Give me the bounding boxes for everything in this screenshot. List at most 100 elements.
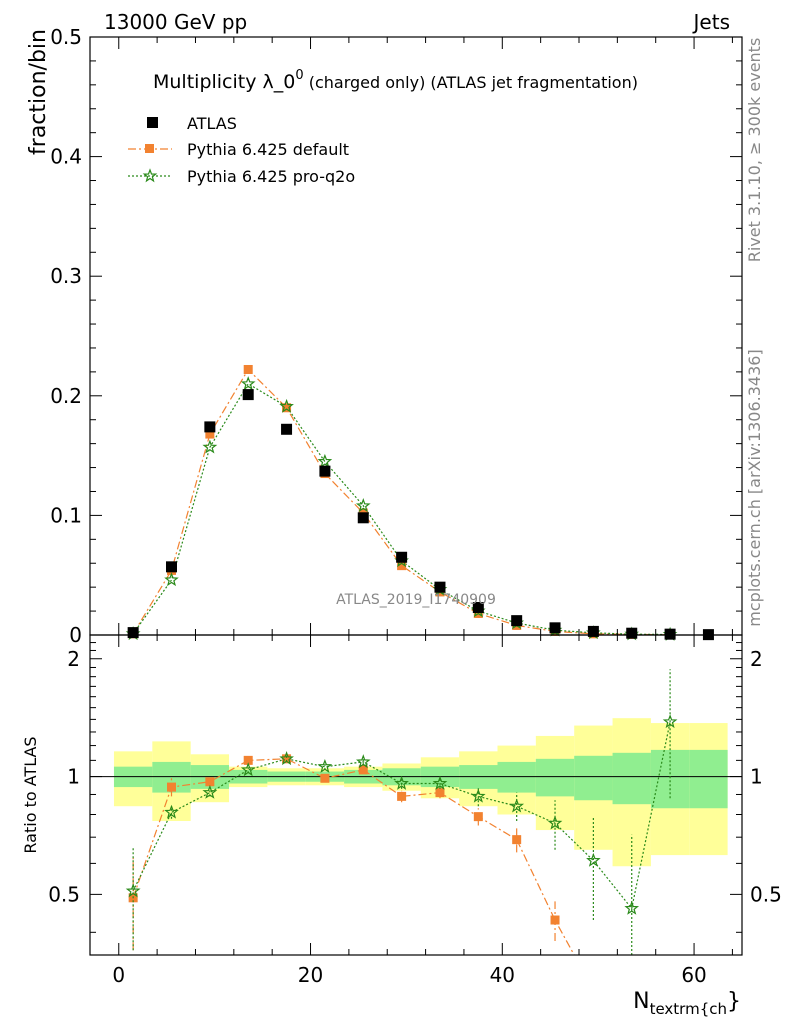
- default-ratio-point: [473, 812, 483, 822]
- ratio-y-tick-label: 2: [67, 647, 80, 671]
- proq2o-ratio-point: [355, 754, 371, 769]
- default-ratio-point: [243, 755, 253, 765]
- default-ratio-point: [205, 777, 215, 787]
- ratio-y-axis-label: Ratio to ATLAS: [21, 736, 40, 853]
- ratio-plot-marks: [125, 669, 678, 956]
- rivet-label: Rivet 3.1.10, ≥ 300k events: [745, 38, 764, 263]
- proq2o-data-point: [240, 376, 256, 391]
- main-x-ticks: [118, 37, 733, 635]
- main-y-tick-label: 0.1: [50, 503, 82, 527]
- main-y-tick-label: 0: [69, 623, 82, 647]
- inner-band-bin: [612, 752, 651, 805]
- atlas-data-point: [626, 627, 638, 639]
- proq2o-ratio-point: [317, 759, 333, 773]
- atlas-data-point: [242, 389, 254, 401]
- default-data-point: [205, 429, 215, 439]
- main-plot-marks: [125, 364, 714, 641]
- default-data-point: [243, 364, 253, 374]
- main-y-tick-label: 0.5: [50, 25, 82, 49]
- proq2o-series-line: [132, 382, 671, 636]
- ratio-y-tick-label: 1: [67, 765, 80, 789]
- default-ratio-point: [397, 791, 407, 801]
- proq2o-data-point: [355, 498, 371, 513]
- default-series-line: [132, 368, 671, 636]
- main-y-tick-label: 0.4: [50, 145, 82, 169]
- proq2o-ratio-point: [547, 815, 563, 830]
- atlas-data-point: [281, 423, 293, 435]
- atlas-data-point: [587, 625, 599, 637]
- legend-default-marker: [145, 144, 154, 153]
- default-ratio-point: [435, 788, 445, 798]
- atlas-data-point: [357, 512, 369, 524]
- ratio-y-tick-label: 0.5: [48, 882, 80, 906]
- inner-band-bin: [535, 758, 575, 797]
- legend-proq2o-marker: [142, 168, 158, 183]
- default-data-point: [397, 561, 407, 571]
- ratio-y-tick-label-right: 1: [750, 765, 763, 789]
- proq2o-data-point: [164, 572, 179, 587]
- inner-band-bin: [574, 755, 613, 801]
- proq2o-ratio-point: [662, 714, 678, 729]
- ratio-plot-panel: 0.5 0.5 1 1 2 2 0 20 40 60 Ratio to ATLAS Ntextr…: [21, 634, 782, 1018]
- proq2o-ratio-point: [509, 798, 525, 813]
- default-ratio-point: [282, 754, 292, 764]
- x-tick-label: 60: [681, 963, 706, 987]
- proq2o-ratio-point: [394, 775, 409, 790]
- x-tick-label: 40: [490, 963, 515, 987]
- analysis-watermark: ATLAS_2019_I1740909: [336, 592, 496, 608]
- default-ratio-point: [320, 773, 330, 783]
- atlas-data-point: [511, 615, 523, 627]
- proq2o-ratio-point: [624, 900, 640, 915]
- default-ratio-point: [358, 765, 368, 775]
- x-tick-label: 0: [112, 963, 125, 987]
- legend: ATLAS Pythia 6.425 default Pythia 6.425 …: [128, 114, 355, 186]
- atlas-data-point: [127, 627, 139, 639]
- proq2o-ratio-point: [279, 751, 294, 766]
- proq2o-ratio-point: [586, 852, 601, 867]
- inner-band-bin: [650, 749, 690, 809]
- atlas-data-point: [549, 622, 561, 634]
- mcplots-label: mcplots.cern.ch [arXiv:1306.3436]: [745, 349, 764, 626]
- proq2o-ratio-point: [202, 784, 218, 799]
- default-ratio-point: [512, 835, 522, 845]
- main-y-tick-label: 0.3: [50, 264, 82, 288]
- x-axis-label: Ntextrm{ch}: [633, 989, 741, 1018]
- ratio-uncertainty-bands: [90, 718, 742, 867]
- plot-title: Multiplicity λ_00 (charged only) (ATLAS …: [153, 68, 638, 93]
- ratio-y-tick-label-right: 0.5: [750, 882, 782, 906]
- ratio-y-axis: 0.5 0.5 1 1 2 2: [48, 642, 782, 933]
- atlas-data-point: [396, 551, 408, 563]
- inner-band-bin: [497, 761, 536, 793]
- main-y-tick-label: 0.2: [50, 384, 82, 408]
- atlas-data-point: [664, 628, 676, 640]
- atlas-data-point: [472, 601, 484, 613]
- legend-atlas-label: ATLAS: [187, 114, 237, 133]
- legend-proq2o-label: Pythia 6.425 pro-q2o: [187, 167, 355, 186]
- ratio-y-tick-label-right: 2: [750, 647, 763, 671]
- default-ratio-point: [550, 915, 560, 925]
- x-tick-label: 20: [298, 963, 323, 987]
- proq2o-ratio-point: [471, 788, 486, 803]
- proq2o-data-point: [279, 398, 294, 413]
- atlas-data-point: [166, 561, 177, 573]
- proq2o-data-point: [202, 439, 218, 454]
- inner-band-bin: [689, 749, 728, 809]
- proq2o-ratio-point: [432, 775, 448, 790]
- default-data-point: [282, 403, 292, 413]
- main-plot-panel: 0 0.1 0.2 0.3 0.4 0.5 fraction/bin Multiplici…: [26, 25, 743, 647]
- main-y-axis-label: fraction/bin: [26, 29, 51, 155]
- ratio-x-axis: 0 20 40 60: [112, 635, 733, 987]
- header-right: Jets: [692, 10, 730, 34]
- legend-atlas-marker: [147, 117, 158, 128]
- default-ratio-point: [167, 782, 176, 792]
- atlas-data-point: [204, 421, 216, 433]
- legend-default-label: Pythia 6.425 default: [187, 140, 349, 159]
- ratio-plot-frame: [89, 634, 743, 956]
- legend-star-shape: [142, 168, 158, 183]
- proq2o-ratio-point: [164, 804, 179, 819]
- proq2o-ratio-point: [125, 883, 141, 898]
- proq2o-ratio-point: [240, 762, 256, 777]
- header-left: 13000 GeV pp: [104, 10, 247, 34]
- proq2o-data-point: [317, 453, 333, 468]
